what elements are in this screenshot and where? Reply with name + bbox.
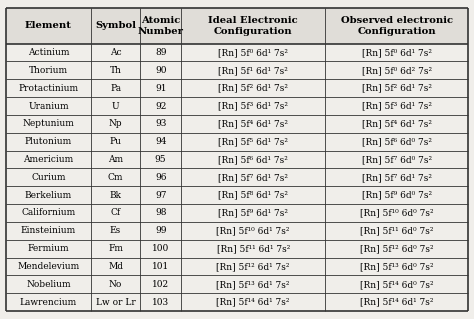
Text: Lawrencium: Lawrencium <box>20 298 77 307</box>
Text: [Rn] 5f⁵ 6d¹ 7s²: [Rn] 5f⁵ 6d¹ 7s² <box>218 137 288 146</box>
Text: Curium: Curium <box>31 173 66 182</box>
Text: [Rn] 5f¹ 6d¹ 7s²: [Rn] 5f¹ 6d¹ 7s² <box>218 66 288 75</box>
Text: [Rn] 5f¹¹ 6d¹ 7s²: [Rn] 5f¹¹ 6d¹ 7s² <box>217 244 290 253</box>
Text: [Rn] 5f⁶ 6d¹ 7s²: [Rn] 5f⁶ 6d¹ 7s² <box>218 155 288 164</box>
Text: [Rn] 5f⁰ 6d² 7s²: [Rn] 5f⁰ 6d² 7s² <box>362 66 432 75</box>
Text: Americium: Americium <box>23 155 73 164</box>
Text: 103: 103 <box>152 298 169 307</box>
Text: Thorium: Thorium <box>29 66 68 75</box>
Bar <box>6 97 468 115</box>
Text: [Rn] 5f³ 6d¹ 7s²: [Rn] 5f³ 6d¹ 7s² <box>218 101 288 110</box>
Text: [Rn] 5f⁴ 6d¹ 7s²: [Rn] 5f⁴ 6d¹ 7s² <box>362 119 432 128</box>
Text: 93: 93 <box>155 119 166 128</box>
Text: Md: Md <box>108 262 123 271</box>
Text: Pa: Pa <box>110 84 121 93</box>
Text: Np: Np <box>109 119 122 128</box>
Text: Bk: Bk <box>109 191 121 200</box>
Text: Neptunium: Neptunium <box>23 119 74 128</box>
Text: Cf: Cf <box>110 209 120 218</box>
Text: Fermium: Fermium <box>27 244 69 253</box>
Bar <box>6 79 468 97</box>
Text: 92: 92 <box>155 101 166 110</box>
Bar <box>6 168 468 186</box>
Text: Mendelevium: Mendelevium <box>18 262 80 271</box>
Text: Uranium: Uranium <box>28 101 69 110</box>
Text: [Rn] 5f⁷ 6d⁰ 7s²: [Rn] 5f⁷ 6d⁰ 7s² <box>362 155 432 164</box>
Text: Th: Th <box>109 66 121 75</box>
Text: [Rn] 5f¹⁴ 6d¹ 7s²: [Rn] 5f¹⁴ 6d¹ 7s² <box>217 298 290 307</box>
Text: [Rn] 5f¹⁴ 6d¹ 7s²: [Rn] 5f¹⁴ 6d¹ 7s² <box>360 298 433 307</box>
Text: Pu: Pu <box>109 137 121 146</box>
Text: [Rn] 5f⁶ 6d⁰ 7s²: [Rn] 5f⁶ 6d⁰ 7s² <box>362 137 432 146</box>
Bar <box>6 240 468 257</box>
Text: [Rn] 5f¹² 6d¹ 7s²: [Rn] 5f¹² 6d¹ 7s² <box>217 262 290 271</box>
Bar <box>6 62 468 79</box>
Bar <box>6 222 468 240</box>
Text: [Rn] 5f¹⁰ 6d¹ 7s²: [Rn] 5f¹⁰ 6d¹ 7s² <box>217 226 290 235</box>
Text: Californium: Californium <box>21 209 76 218</box>
Bar <box>6 115 468 133</box>
Bar <box>6 133 468 151</box>
Text: [Rn] 5f⁰ 6d¹ 7s²: [Rn] 5f⁰ 6d¹ 7s² <box>362 48 432 57</box>
Text: [Rn] 5f⁷ 6d¹ 7s²: [Rn] 5f⁷ 6d¹ 7s² <box>218 173 288 182</box>
Bar <box>6 8 468 44</box>
Text: [Rn] 5f⁸ 6d¹ 7s²: [Rn] 5f⁸ 6d¹ 7s² <box>218 191 288 200</box>
Text: [Rn] 5f² 6d¹ 7s²: [Rn] 5f² 6d¹ 7s² <box>218 84 288 93</box>
Text: [Rn] 5f³ 6d¹ 7s²: [Rn] 5f³ 6d¹ 7s² <box>362 101 432 110</box>
Text: 101: 101 <box>152 262 169 271</box>
Text: [Rn] 5f⁷ 6d¹ 7s²: [Rn] 5f⁷ 6d¹ 7s² <box>362 173 432 182</box>
Text: [Rn] 5f⁹ 6d¹ 7s²: [Rn] 5f⁹ 6d¹ 7s² <box>218 209 288 218</box>
Text: U: U <box>112 101 119 110</box>
Text: Atomic
Number: Atomic Number <box>137 16 183 36</box>
Bar <box>6 151 468 168</box>
Text: 94: 94 <box>155 137 166 146</box>
Text: [Rn] 5f⁹ 6d⁰ 7s²: [Rn] 5f⁹ 6d⁰ 7s² <box>362 191 432 200</box>
Text: Einsteinium: Einsteinium <box>21 226 76 235</box>
Text: 95: 95 <box>155 155 166 164</box>
Bar <box>6 204 468 222</box>
Text: [Rn] 5f¹⁰ 6d⁰ 7s²: [Rn] 5f¹⁰ 6d⁰ 7s² <box>360 209 433 218</box>
Text: [Rn] 5f² 6d¹ 7s²: [Rn] 5f² 6d¹ 7s² <box>362 84 432 93</box>
Text: Es: Es <box>110 226 121 235</box>
Text: 96: 96 <box>155 173 166 182</box>
Text: Observed electronic
Configuration: Observed electronic Configuration <box>341 16 453 36</box>
Text: Cm: Cm <box>108 173 123 182</box>
Bar <box>6 275 468 293</box>
Text: Protactinium: Protactinium <box>18 84 79 93</box>
Text: Berkelium: Berkelium <box>25 191 72 200</box>
Text: 99: 99 <box>155 226 166 235</box>
Bar <box>6 293 468 311</box>
Bar <box>6 44 468 62</box>
Text: No: No <box>109 280 122 289</box>
Text: Symbol: Symbol <box>95 21 136 30</box>
Text: [Rn] 5f¹¹ 6d⁰ 7s²: [Rn] 5f¹¹ 6d⁰ 7s² <box>360 226 433 235</box>
Text: Actinium: Actinium <box>28 48 69 57</box>
Text: Fm: Fm <box>108 244 123 253</box>
Text: Lw or Lr: Lw or Lr <box>96 298 136 307</box>
Text: [Rn] 5f⁰ 6d¹ 7s²: [Rn] 5f⁰ 6d¹ 7s² <box>218 48 288 57</box>
Text: Ac: Ac <box>110 48 121 57</box>
Text: 90: 90 <box>155 66 166 75</box>
Bar <box>6 257 468 275</box>
Text: 91: 91 <box>155 84 166 93</box>
Text: 100: 100 <box>152 244 169 253</box>
Text: [Rn] 5f¹⁴ 6d⁰ 7s²: [Rn] 5f¹⁴ 6d⁰ 7s² <box>360 280 433 289</box>
Text: [Rn] 5f¹² 6d⁰ 7s²: [Rn] 5f¹² 6d⁰ 7s² <box>360 244 433 253</box>
Text: [Rn] 5f¹³ 6d⁰ 7s²: [Rn] 5f¹³ 6d⁰ 7s² <box>360 262 433 271</box>
Bar <box>6 186 468 204</box>
Text: 97: 97 <box>155 191 166 200</box>
Text: Ideal Electronic
Configuration: Ideal Electronic Configuration <box>209 16 298 36</box>
Text: Plutonium: Plutonium <box>25 137 72 146</box>
Text: Am: Am <box>108 155 123 164</box>
Text: [Rn] 5f⁴ 6d¹ 7s²: [Rn] 5f⁴ 6d¹ 7s² <box>218 119 288 128</box>
Text: 89: 89 <box>155 48 166 57</box>
Text: [Rn] 5f¹³ 6d¹ 7s²: [Rn] 5f¹³ 6d¹ 7s² <box>217 280 290 289</box>
Text: 98: 98 <box>155 209 166 218</box>
Text: Nobelium: Nobelium <box>26 280 71 289</box>
Text: Element: Element <box>25 21 72 30</box>
Text: 102: 102 <box>152 280 169 289</box>
